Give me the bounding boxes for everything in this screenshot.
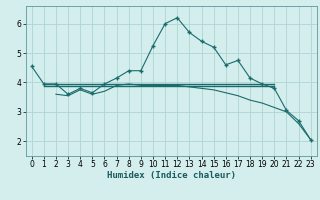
X-axis label: Humidex (Indice chaleur): Humidex (Indice chaleur): [107, 171, 236, 180]
